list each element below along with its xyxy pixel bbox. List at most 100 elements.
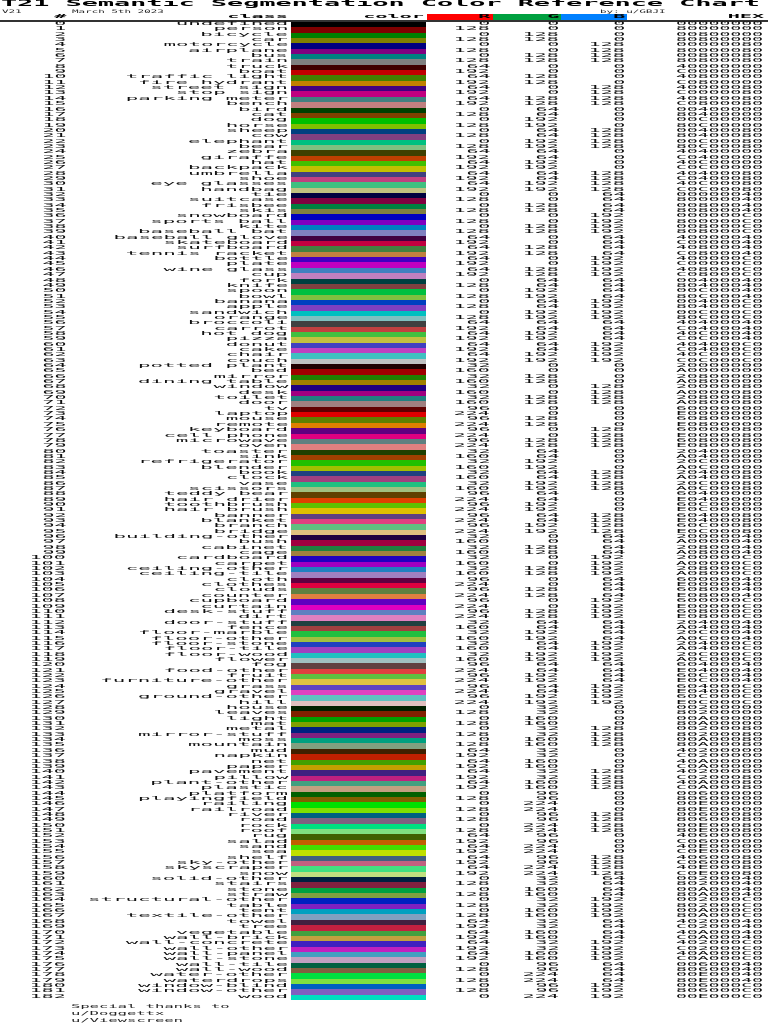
row-hex: C0400000 [676, 154, 763, 161]
row-g: 128 [522, 37, 559, 44]
row-id: 161 [29, 881, 66, 888]
color-swatch [291, 358, 426, 365]
row-hex: 00400040 [676, 277, 763, 284]
row-hex: 608000C0 [676, 608, 763, 615]
row-hex: 40E00080 [676, 865, 763, 872]
row-b: 128 [588, 389, 625, 396]
row-r: 0 [477, 117, 490, 124]
row-hex: 802000C0 [676, 902, 763, 909]
row-g: 0 [546, 42, 559, 49]
row-class: refrigerator [138, 459, 288, 466]
color-swatch [291, 802, 426, 808]
color-swatch [291, 406, 426, 413]
row-b: 192 [588, 699, 625, 706]
row-hex: 80A00040 [676, 892, 763, 899]
row-g: 160 [522, 742, 559, 749]
row-class: river [225, 811, 288, 818]
table-row: 113 fence 160 64 64 A0400040 [0, 624, 768, 632]
row-id: 97 [41, 539, 66, 546]
row-g: 160 [522, 892, 559, 899]
row-id: 134 [29, 737, 66, 744]
row-id: 108 [29, 598, 66, 605]
row-hex: A0C000C0 [676, 656, 763, 663]
row-r: 32 [465, 630, 490, 637]
row-b: 128 [588, 101, 625, 108]
row-class: curtain [200, 603, 288, 610]
row-class: knife [225, 282, 288, 289]
row-id: 32 [41, 192, 66, 199]
row-r: 32 [465, 469, 490, 476]
row-id: 165 [29, 902, 66, 909]
row-class: cardboard [175, 555, 288, 562]
row-g: 128 [522, 208, 559, 215]
row-class: kite [238, 224, 288, 231]
table-row: 92 banner 96 64 128 60400080 [0, 513, 768, 520]
table-row: 83 blender 160 192 0 A0C00000 [0, 465, 768, 471]
color-swatch [291, 278, 426, 284]
table-row: 40 baseball glove 64 0 64 40000040 [0, 235, 768, 242]
row-class: cage [238, 550, 288, 557]
color-swatch [291, 59, 426, 65]
color-swatch [291, 144, 426, 151]
row-class: table [225, 902, 288, 909]
row-class: fence [225, 624, 288, 631]
row-r: 128 [453, 817, 490, 824]
row-hex: 00400080 [676, 127, 763, 134]
row-b: 0 [612, 21, 625, 27]
row-hex: 00E00000 [676, 801, 763, 808]
row-id: 82 [41, 459, 66, 466]
table-row: 30 eye glasses 64 192 128 40C00080 [0, 181, 768, 188]
table-row: 120 fog 96 64 64 60400040 [0, 662, 768, 669]
row-hex: A0400000 [676, 453, 763, 460]
row-class: stop sign [175, 90, 288, 97]
row-b: 0 [612, 117, 625, 124]
row-id: 162 [29, 886, 66, 893]
row-b: 64 [600, 240, 625, 247]
row-b: 128 [588, 42, 625, 49]
row-b: 64 [600, 325, 625, 332]
row-g: 128 [522, 250, 559, 257]
row-hex: C0600080 [676, 860, 763, 867]
row-b: 192 [588, 614, 625, 621]
row-g: 32 [534, 774, 559, 781]
row-class: handbag [200, 186, 288, 193]
row-class: ceiling-other [125, 566, 288, 573]
header-b: B [612, 14, 625, 20]
row-g: 96 [534, 966, 559, 973]
row-r: 0 [477, 715, 490, 722]
row-hex: 20C00040 [676, 630, 763, 637]
row-class: suitcase [188, 197, 288, 204]
color-swatch [291, 454, 426, 461]
row-r: 192 [453, 924, 490, 931]
row-b: 128 [588, 731, 625, 738]
row-hex: 004000C0 [676, 298, 763, 305]
table-row: 133 mirror-stuff 128 32 128 80200080 [0, 731, 768, 739]
row-g: 96 [534, 790, 559, 797]
row-r: 32 [465, 459, 490, 466]
row-id: 145 [29, 795, 66, 802]
row-b: 0 [612, 507, 625, 514]
row-r: 32 [465, 448, 490, 455]
row-id: 120 [29, 662, 66, 669]
row-g: 96 [534, 854, 559, 861]
row-class: house [225, 705, 288, 712]
row-r: 96 [465, 427, 490, 434]
table-row: 175 wall-stone 192 160 192 C0A000C0 [0, 956, 768, 963]
color-swatch [291, 107, 426, 113]
color-swatch [291, 700, 426, 707]
table-row: 69 desk 160 0 128 A0000080 [0, 389, 768, 397]
row-r: 64 [465, 85, 490, 92]
row-r: 192 [453, 774, 490, 781]
row-g: 64 [534, 469, 559, 476]
table-row: 146 railing 0 224 0 00E00000 [0, 801, 768, 808]
row-r: 32 [465, 566, 490, 573]
row-r: 160 [453, 485, 490, 492]
table-row: 7 train 128 128 128 80800080 [0, 59, 768, 65]
table-row: 5 airplane 128 0 128 80000080 [0, 48, 768, 55]
table-row: 110 desk-stuff 96 128 192 608000C0 [0, 608, 768, 616]
row-class: bear [238, 143, 288, 150]
row-id: 170 [29, 929, 66, 936]
color-swatch [291, 380, 426, 386]
row-id: 53 [41, 304, 66, 311]
row-class: mat [250, 721, 288, 728]
